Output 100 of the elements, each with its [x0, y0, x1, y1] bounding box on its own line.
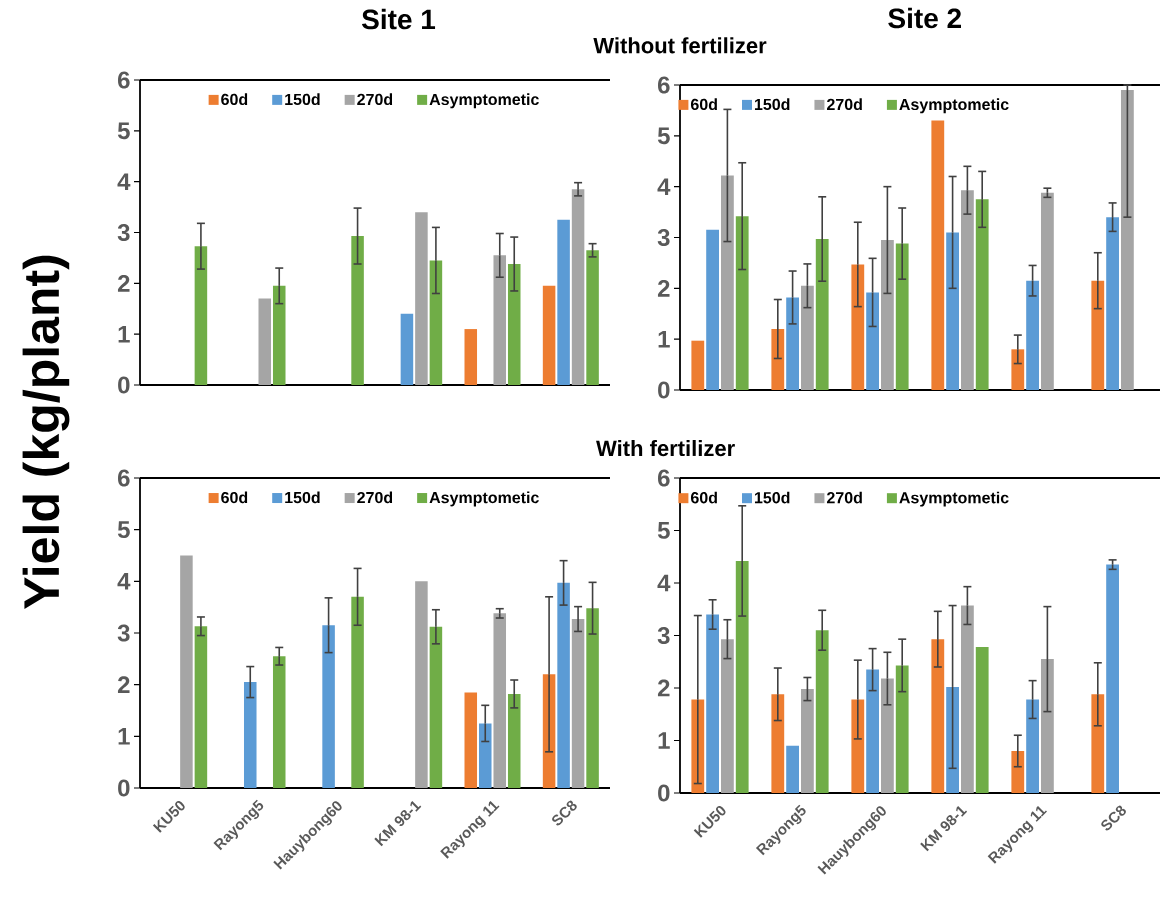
bar [975, 647, 989, 793]
bar [801, 285, 814, 390]
bar [415, 581, 428, 788]
y-tick-label: 4 [117, 173, 131, 190]
y-tick-label: 3 [117, 223, 130, 241]
y-axis-title: Yield (kg/plant) [22, 255, 70, 609]
bar [258, 298, 272, 385]
bar [1026, 699, 1039, 793]
bar [272, 656, 286, 788]
bar [1091, 280, 1105, 390]
x-tick-label: KM 98-1 [920, 806, 968, 852]
bar [771, 694, 785, 793]
bar [706, 614, 719, 793]
y-tick-label: 5 [657, 127, 670, 145]
legend-label: Asymptometic [429, 491, 539, 507]
chart-title: Site 1 [361, 8, 436, 30]
y-tick-label: 6 [658, 76, 670, 94]
bar [866, 292, 879, 390]
y-tick-label: 0 [658, 381, 670, 399]
bar [946, 232, 959, 390]
legend-label: 270d [357, 93, 393, 106]
bar [351, 596, 364, 788]
y-tick-label: 5 [117, 122, 130, 140]
chart-title: Site 2 [888, 7, 961, 29]
y-tick-label: 0 [118, 376, 130, 394]
bar [464, 692, 478, 788]
legend-label: Asymptometic [899, 98, 1009, 114]
bar [571, 619, 585, 788]
bar [786, 745, 799, 793]
bar [1040, 192, 1054, 390]
bar [721, 639, 734, 793]
y-tick-label: 5 [117, 521, 130, 539]
bar [881, 678, 894, 793]
bar [881, 240, 894, 390]
y-tick-label: 2 [657, 679, 670, 697]
legend-label: 150d [285, 93, 320, 106]
bar [194, 626, 208, 788]
bar [322, 625, 335, 788]
y-tick-label: 3 [657, 626, 670, 644]
chart-subtitle: With fertilizer [596, 439, 735, 457]
y-tick-label: 1 [658, 330, 670, 348]
y-tick-label: 0 [658, 784, 670, 802]
legend-label: 60d [690, 98, 717, 111]
bar [557, 582, 570, 788]
y-tick-label: 3 [657, 228, 670, 246]
y-tick-label: 5 [657, 522, 670, 539]
y-tick-label: 2 [117, 676, 130, 694]
bar [815, 239, 829, 390]
bar [815, 630, 829, 793]
legend-label: 270d [826, 491, 862, 504]
legend-label: 150d [285, 491, 320, 504]
y-tick-label: 6 [118, 71, 130, 89]
bar [735, 560, 749, 793]
y-tick-label: 3 [117, 624, 130, 642]
legend-label: 60d [221, 93, 248, 106]
legend-label: 270d [826, 98, 862, 111]
bar [351, 236, 364, 385]
bar [194, 246, 208, 385]
y-tick-label: 1 [658, 732, 670, 749]
bar [895, 243, 909, 390]
bar [1106, 564, 1119, 793]
bar [851, 264, 865, 390]
y-tick-label: 4 [117, 573, 131, 590]
bar [272, 285, 286, 385]
bar [586, 250, 599, 385]
legend-label: 60d [221, 491, 248, 504]
bar [735, 216, 749, 390]
bar [975, 199, 989, 390]
bar [1121, 90, 1134, 390]
bar [866, 669, 879, 793]
bar [400, 313, 414, 385]
bar [557, 219, 570, 385]
bar [771, 328, 785, 390]
bar [931, 639, 945, 793]
legend-label: 60d [690, 491, 717, 504]
bar [931, 120, 945, 390]
y-tick-label: 4 [657, 574, 671, 592]
legend-label: 150d [754, 491, 790, 504]
y-tick-label: 2 [657, 279, 670, 297]
bar [415, 212, 428, 385]
legend-label: 270d [357, 491, 393, 504]
bar [1091, 694, 1105, 793]
bar [786, 297, 799, 390]
bar [1011, 750, 1025, 793]
y-tick-label: 0 [118, 779, 130, 797]
bar [801, 689, 814, 793]
x-tick-label: KM 98-1 [374, 801, 422, 847]
bar [507, 264, 521, 385]
bar [429, 260, 443, 385]
bar [961, 605, 974, 793]
bar [895, 665, 909, 793]
y-tick-label: 6 [658, 469, 670, 487]
bar [851, 699, 865, 793]
bar [721, 175, 734, 390]
bar [243, 682, 257, 788]
y-tick-label: 6 [118, 469, 130, 487]
y-tick-label: 1 [118, 325, 130, 343]
bar [542, 285, 556, 385]
bar [429, 626, 443, 788]
bar [180, 555, 193, 788]
